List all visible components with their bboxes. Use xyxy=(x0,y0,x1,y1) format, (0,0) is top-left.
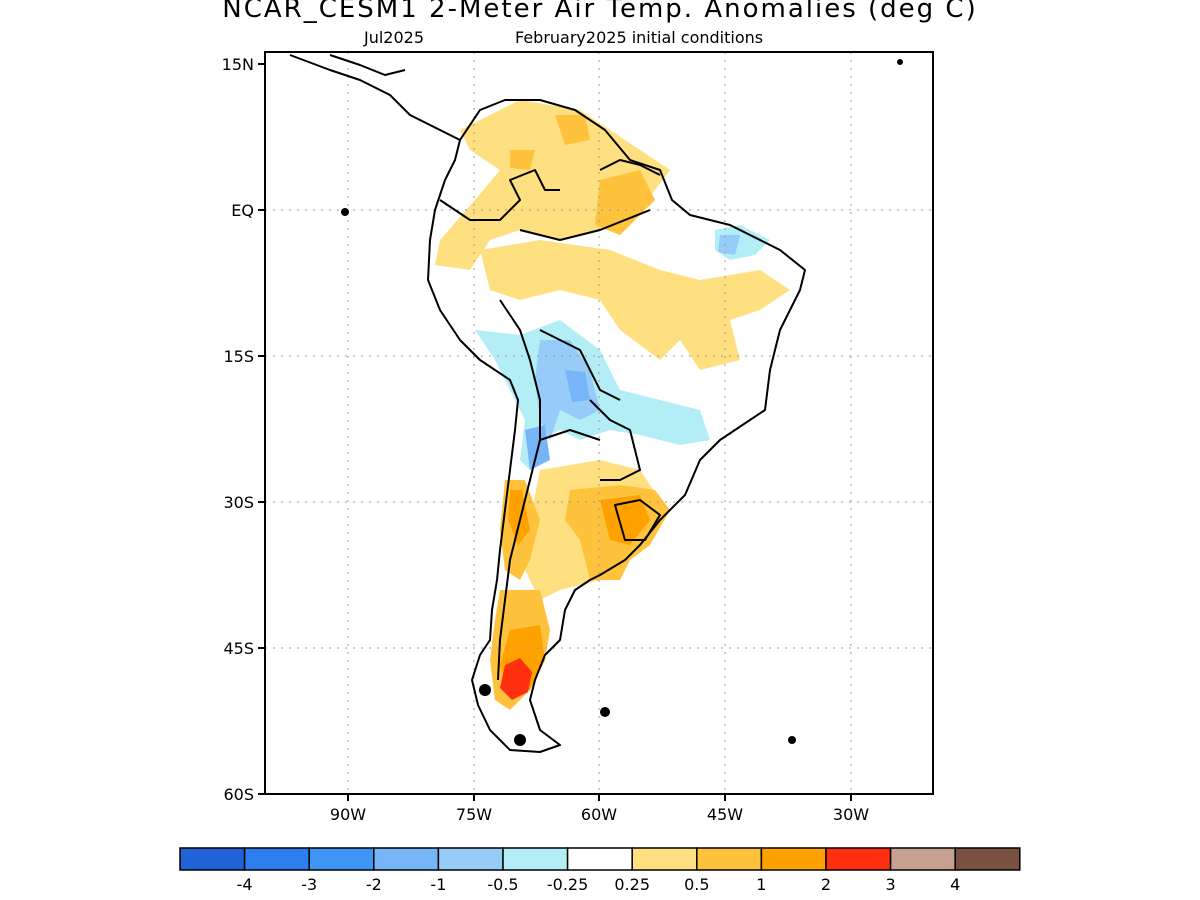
colorbar-label: -0.25 xyxy=(547,875,588,894)
south-georgia-island xyxy=(788,736,796,744)
anomaly-patch-red-patagonia xyxy=(500,658,532,700)
anomaly-patch-yellow-north xyxy=(435,100,670,270)
colorbar-labels: -4 -3 -2 -1 -0.5 -0.25 0.25 0.5 1 2 3 4 xyxy=(237,875,961,894)
colorbar-label: -4 xyxy=(237,875,253,894)
colorbar-label: 4 xyxy=(950,875,960,894)
lat-label-30s: 30S xyxy=(223,493,254,512)
longitude-ticks xyxy=(347,794,852,801)
colorbar-label: -3 xyxy=(301,875,317,894)
colorbar-swatch xyxy=(696,847,763,871)
colorbar-swatch xyxy=(825,847,892,871)
lon-label-90w: 90W xyxy=(330,805,366,824)
colorbar-swatch xyxy=(502,847,569,871)
anomaly-patch-orange-guiana xyxy=(555,115,590,145)
lat-label-15n: 15N xyxy=(222,55,254,74)
colorbar-swatch xyxy=(631,847,698,871)
subtitle-initial-conditions: February2025 initial conditions xyxy=(515,28,764,47)
colorbar-swatch xyxy=(889,847,956,871)
border-guianas xyxy=(599,159,661,176)
page-title: NCAR_CESM1 2-Meter Air Temp. Anomalies (… xyxy=(222,0,978,24)
colorbar-label: 1 xyxy=(756,875,766,894)
lat-label-60s: 60S xyxy=(223,785,254,804)
colorbar-swatch xyxy=(566,847,633,871)
chiloe-island xyxy=(479,684,491,696)
coastline-layer xyxy=(289,54,806,753)
anomaly-patch-darkorange-pampas xyxy=(600,495,650,545)
border-uruguay xyxy=(614,499,661,541)
colorbar-swatch xyxy=(373,847,440,871)
lon-label-75w: 75W xyxy=(456,805,492,824)
border-brazil xyxy=(519,209,651,481)
border-andes xyxy=(497,299,541,681)
tierra-del-fuego xyxy=(514,734,526,746)
colorbar-label: 0.25 xyxy=(614,875,650,894)
colorbar-swatch xyxy=(308,847,375,871)
lat-label-15s: 15S xyxy=(223,347,254,366)
latitude-ticks xyxy=(258,63,265,795)
colorbar xyxy=(179,847,1021,871)
colorbar-swatch xyxy=(243,847,310,871)
lat-label-eq: EQ xyxy=(231,201,254,220)
lon-label-45w: 45W xyxy=(707,805,743,824)
colorbar-swatch xyxy=(760,847,827,871)
anomaly-patch-blue-bolivia xyxy=(535,340,600,440)
caribbean-island xyxy=(897,59,903,65)
border-colombia xyxy=(439,169,560,221)
anomaly-patch-blue-northeast xyxy=(718,235,740,255)
islands-layer xyxy=(341,59,903,746)
colorbar-label: -0.5 xyxy=(487,875,518,894)
galapagos-island xyxy=(341,208,349,216)
colorbar-label: -1 xyxy=(430,875,446,894)
lat-label-45s: 45S xyxy=(223,639,254,658)
map-plot-area xyxy=(265,52,933,794)
anomaly-patch-blue-core xyxy=(565,370,590,402)
falkland-island xyxy=(600,707,610,717)
colorbar-swatch xyxy=(179,847,246,871)
anomaly-fill-layer xyxy=(435,100,790,710)
colorbar-swatch xyxy=(954,847,1021,871)
colorbar-label: 3 xyxy=(886,875,896,894)
central-america-coastline xyxy=(289,54,461,141)
colorbar-label: 2 xyxy=(821,875,831,894)
colorbar-label: 0.5 xyxy=(684,875,709,894)
subtitle-month: Jul2025 xyxy=(364,28,425,47)
anomaly-patch-orange-amazon xyxy=(595,170,655,235)
colorbar-swatch xyxy=(437,847,504,871)
anomaly-patch-orange-north xyxy=(510,150,535,170)
lon-label-30w: 30W xyxy=(833,805,869,824)
south-america-coastline xyxy=(427,99,806,753)
lon-label-60w: 60W xyxy=(581,805,617,824)
anomaly-patch-yellow-amazon xyxy=(480,240,790,370)
colorbar-label: -2 xyxy=(366,875,382,894)
central-america-coastline-north xyxy=(329,54,406,76)
